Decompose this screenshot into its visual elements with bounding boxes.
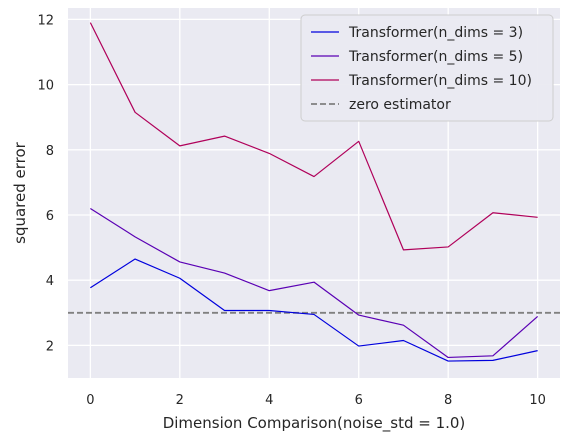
- series-line-1: [90, 258, 538, 362]
- y-tick-label: 10: [37, 79, 54, 94]
- series-line-2: [90, 207, 539, 359]
- y-tick-label: 6: [46, 209, 54, 224]
- y-tick-label: 4: [46, 274, 54, 289]
- series-lines: [89, 22, 539, 362]
- legend-label: zero estimator: [349, 97, 451, 113]
- series-line-3: [89, 22, 538, 251]
- y-axis-label: squared error: [11, 141, 29, 244]
- x-tick-label: 10: [529, 393, 546, 408]
- y-tick-label: 12: [37, 13, 54, 28]
- x-axis-label: Dimension Comparison(noise_std = 1.0): [163, 414, 466, 433]
- x-tick-label: 0: [86, 393, 94, 408]
- y-tick-labels: 2 4 6 8 10 12: [37, 13, 54, 354]
- legend-label: Transformer(n_dims = 3): [348, 25, 523, 41]
- legend-label: Transformer(n_dims = 10): [348, 73, 532, 89]
- y-tick-label: 2: [46, 339, 54, 354]
- x-tick-label: 4: [265, 393, 273, 408]
- x-tick-label: 2: [176, 393, 184, 408]
- y-tick-label: 8: [46, 144, 54, 159]
- legend: Transformer(n_dims = 3) Transformer(n_dim…: [300, 14, 554, 122]
- legend-label: Transformer(n_dims = 5): [348, 49, 523, 65]
- x-tick-label: 8: [444, 393, 452, 408]
- legend-box: [300, 14, 554, 122]
- x-tick-labels: 0 2 4 6 8 10: [86, 393, 546, 408]
- x-tick-label: 6: [355, 393, 363, 408]
